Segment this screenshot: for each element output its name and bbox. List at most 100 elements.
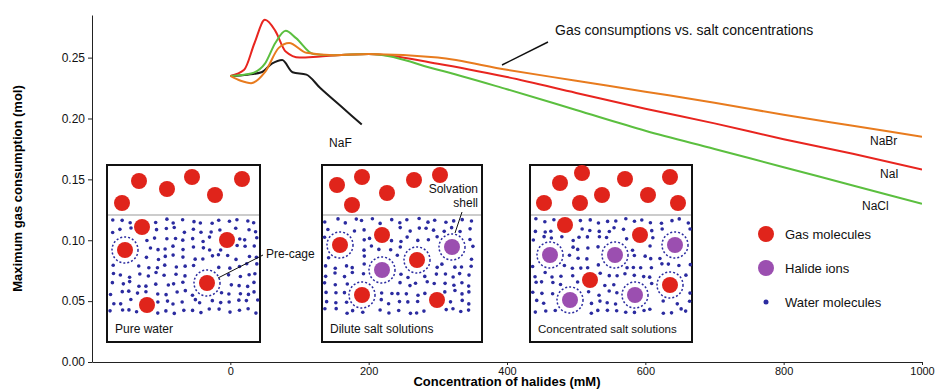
water-molecule bbox=[607, 289, 611, 293]
water-molecule bbox=[351, 309, 355, 313]
water-molecule bbox=[590, 311, 594, 315]
water-molecule bbox=[128, 275, 132, 279]
water-molecule bbox=[467, 302, 471, 306]
water-molecule bbox=[192, 264, 196, 268]
water-molecule bbox=[408, 284, 412, 288]
water-molecule bbox=[368, 237, 372, 241]
y-tick-mark bbox=[88, 179, 92, 180]
y-tick-mark bbox=[88, 118, 92, 119]
water-molecule bbox=[175, 290, 179, 294]
water-molecule bbox=[552, 218, 556, 222]
water-molecule bbox=[252, 221, 256, 225]
water-molecule bbox=[156, 300, 160, 304]
water-molecule bbox=[363, 254, 367, 258]
x-tick-label: 600 bbox=[637, 365, 655, 377]
solvation-shell bbox=[602, 242, 628, 268]
water-molecule bbox=[470, 257, 474, 261]
x-tick: 1000 bbox=[910, 362, 934, 377]
water-molecule bbox=[183, 231, 187, 235]
water-molecule bbox=[427, 238, 431, 242]
halide-ion bbox=[562, 292, 578, 308]
water-molecule bbox=[534, 230, 538, 234]
water-molecule bbox=[174, 272, 178, 276]
water-molecule bbox=[435, 272, 439, 276]
water-molecule bbox=[432, 282, 436, 286]
water-molecule bbox=[164, 293, 168, 297]
series-line bbox=[230, 20, 922, 170]
water-molecule bbox=[144, 284, 148, 288]
gas-molecule bbox=[139, 297, 155, 313]
water-molecule bbox=[193, 257, 197, 261]
series-label: NaI bbox=[880, 167, 899, 181]
y-tick-mark bbox=[88, 58, 92, 59]
water-molecule bbox=[211, 254, 215, 258]
halide-ion bbox=[374, 262, 390, 278]
water-molecule bbox=[677, 217, 681, 221]
water-molecule bbox=[183, 264, 187, 268]
water-molecule bbox=[679, 307, 683, 311]
water-molecule bbox=[377, 248, 381, 252]
water-molecule bbox=[165, 217, 169, 221]
water-molecule bbox=[239, 292, 243, 296]
water-molecule bbox=[406, 300, 410, 304]
y-tick: 0.20 bbox=[62, 112, 92, 126]
water-molecule bbox=[688, 291, 692, 295]
water-molecule bbox=[184, 289, 188, 293]
water-molecule bbox=[175, 265, 179, 269]
water-molecule bbox=[563, 264, 567, 268]
gas-molecule bbox=[429, 292, 445, 308]
water-molecule bbox=[631, 248, 635, 252]
gas-molecule bbox=[632, 227, 648, 243]
water-molecule bbox=[615, 291, 619, 295]
water-molecule bbox=[560, 235, 564, 239]
interface-line bbox=[323, 215, 481, 216]
water-molecule bbox=[121, 308, 125, 312]
water-molecule bbox=[553, 309, 557, 313]
water-molecule bbox=[345, 264, 349, 268]
water-molecule bbox=[255, 236, 259, 240]
water-molecule bbox=[596, 309, 600, 313]
water-molecule bbox=[145, 239, 149, 243]
water-molecule bbox=[248, 255, 252, 259]
water-molecule bbox=[245, 299, 249, 303]
water-molecule bbox=[587, 290, 591, 294]
water-molecule bbox=[533, 275, 537, 279]
gas-molecule bbox=[117, 242, 133, 258]
solvation-shell bbox=[369, 257, 395, 283]
water-molecule bbox=[597, 221, 601, 225]
water-molecule bbox=[625, 237, 629, 241]
water-molecule bbox=[597, 293, 601, 297]
water-molecule bbox=[243, 244, 247, 248]
water-molecule bbox=[468, 227, 472, 231]
water-molecule bbox=[234, 227, 238, 231]
water-molecule bbox=[227, 292, 231, 296]
water-molecule bbox=[156, 248, 160, 252]
water-molecule bbox=[323, 220, 327, 224]
water-molecule bbox=[571, 266, 575, 270]
gas-molecule bbox=[354, 287, 370, 303]
water-molecule bbox=[660, 227, 664, 231]
water-molecule bbox=[625, 266, 629, 270]
water-molecule bbox=[201, 240, 205, 244]
water-molecule bbox=[543, 271, 547, 275]
water-molecule bbox=[362, 262, 366, 266]
solvation-shell bbox=[662, 232, 688, 258]
water-molecule bbox=[684, 309, 688, 313]
water-molecule bbox=[416, 293, 420, 297]
callout-label: Solvationshell bbox=[429, 182, 478, 210]
water-molecule bbox=[198, 301, 202, 305]
water-molecule bbox=[433, 219, 437, 223]
water-molecule bbox=[371, 217, 375, 221]
water-molecule bbox=[325, 300, 329, 304]
water-molecule bbox=[172, 282, 176, 286]
water-molecule bbox=[658, 257, 662, 261]
water-molecule bbox=[597, 263, 601, 267]
y-tick-label: 0.00 bbox=[62, 355, 86, 369]
water-molecule bbox=[550, 275, 554, 279]
water-molecule bbox=[542, 301, 546, 305]
water-molecule bbox=[254, 230, 258, 234]
water-molecule bbox=[535, 299, 539, 303]
water-molecule bbox=[390, 239, 394, 243]
solvation-shell bbox=[537, 242, 563, 268]
water-molecule bbox=[608, 230, 612, 234]
